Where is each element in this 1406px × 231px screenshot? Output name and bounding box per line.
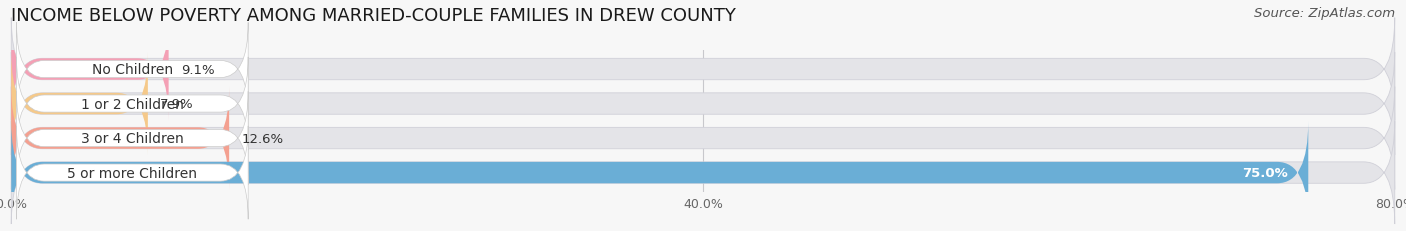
Text: 3 or 4 Children: 3 or 4 Children — [82, 131, 184, 146]
FancyBboxPatch shape — [11, 122, 1395, 224]
Text: 9.1%: 9.1% — [181, 63, 214, 76]
FancyBboxPatch shape — [11, 18, 169, 121]
FancyBboxPatch shape — [11, 18, 1395, 121]
FancyBboxPatch shape — [17, 58, 249, 151]
Text: No Children: No Children — [91, 63, 173, 77]
FancyBboxPatch shape — [11, 87, 229, 190]
FancyBboxPatch shape — [11, 87, 1395, 190]
FancyBboxPatch shape — [11, 53, 148, 155]
FancyBboxPatch shape — [17, 23, 249, 116]
Text: 7.9%: 7.9% — [160, 98, 194, 111]
FancyBboxPatch shape — [17, 126, 249, 219]
Text: 75.0%: 75.0% — [1241, 166, 1288, 179]
FancyBboxPatch shape — [11, 53, 1395, 155]
Text: Source: ZipAtlas.com: Source: ZipAtlas.com — [1254, 7, 1395, 20]
FancyBboxPatch shape — [17, 92, 249, 185]
Text: 1 or 2 Children: 1 or 2 Children — [82, 97, 184, 111]
FancyBboxPatch shape — [11, 122, 1309, 224]
Text: 5 or more Children: 5 or more Children — [67, 166, 197, 180]
Text: INCOME BELOW POVERTY AMONG MARRIED-COUPLE FAMILIES IN DREW COUNTY: INCOME BELOW POVERTY AMONG MARRIED-COUPL… — [11, 7, 737, 25]
Text: 12.6%: 12.6% — [242, 132, 284, 145]
